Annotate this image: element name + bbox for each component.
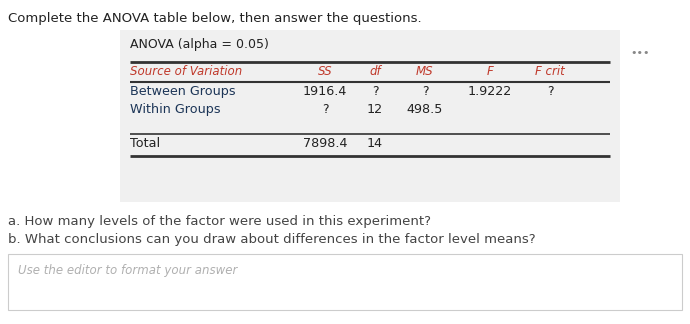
Text: F: F <box>486 65 493 78</box>
Text: Between Groups: Between Groups <box>130 85 235 98</box>
Text: F crit: F crit <box>535 65 565 78</box>
Text: ANOVA (alpha = 0.05): ANOVA (alpha = 0.05) <box>130 38 269 51</box>
Text: 498.5: 498.5 <box>407 103 443 116</box>
Text: Within Groups: Within Groups <box>130 103 221 116</box>
Text: Source of Variation: Source of Variation <box>130 65 242 78</box>
Text: SS: SS <box>317 65 333 78</box>
Text: 1916.4: 1916.4 <box>303 85 347 98</box>
Text: df: df <box>369 65 381 78</box>
Text: 7898.4: 7898.4 <box>303 137 347 150</box>
Text: Total: Total <box>130 137 160 150</box>
Text: ?: ? <box>546 85 553 98</box>
Text: MS: MS <box>416 65 434 78</box>
Text: 12: 12 <box>367 103 383 116</box>
Text: •••: ••• <box>630 48 649 58</box>
Text: ?: ? <box>372 85 378 98</box>
Text: b. What conclusions can you draw about differences in the factor level means?: b. What conclusions can you draw about d… <box>8 233 535 246</box>
Bar <box>8 254 682 310</box>
Bar <box>120 30 620 202</box>
Text: Complete the ANOVA table below, then answer the questions.: Complete the ANOVA table below, then ans… <box>8 12 422 25</box>
Text: 1.9222: 1.9222 <box>468 85 512 98</box>
Text: ?: ? <box>422 85 428 98</box>
Text: a. How many levels of the factor were used in this experiment?: a. How many levels of the factor were us… <box>8 215 431 228</box>
Text: ?: ? <box>322 103 328 116</box>
Text: 14: 14 <box>367 137 383 150</box>
Text: Use the editor to format your answer: Use the editor to format your answer <box>18 264 237 277</box>
